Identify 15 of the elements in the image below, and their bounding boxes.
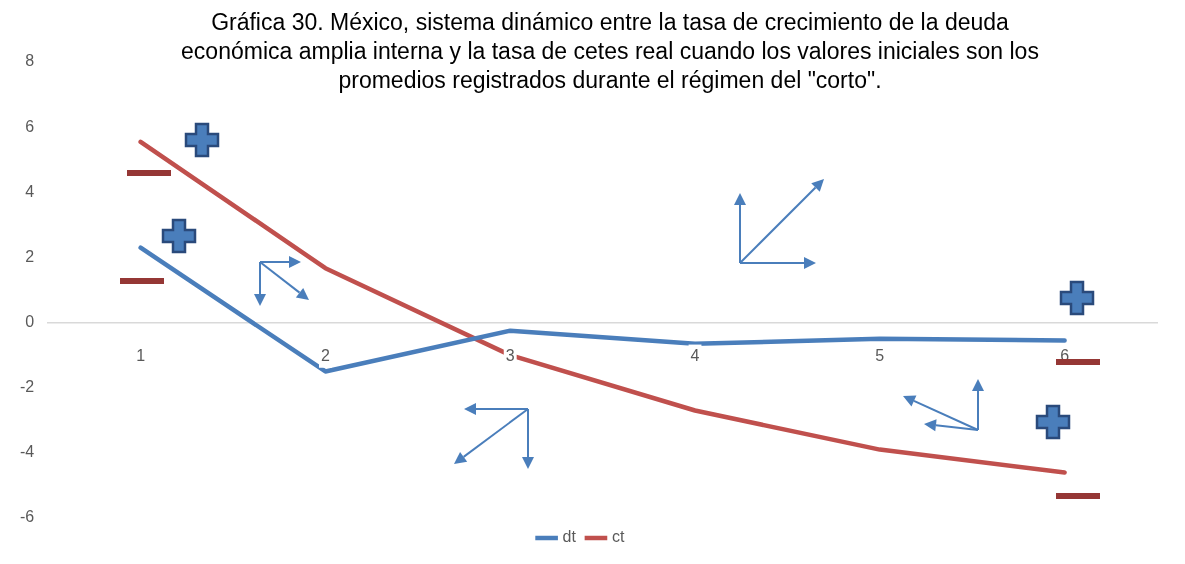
x-tick-label: 5 — [875, 346, 885, 364]
y-tick-label: 0 — [25, 312, 35, 330]
y-tick-label: 4 — [25, 182, 35, 200]
y-tick-label: -6 — [19, 508, 35, 526]
y-tick-label: 8 — [25, 52, 35, 70]
y-tick-label: -4 — [19, 443, 35, 461]
x-tick-label: 1 — [136, 346, 146, 364]
legend-label: dt — [562, 528, 577, 546]
x-tick-label: 4 — [690, 346, 700, 364]
y-tick-label: 2 — [25, 247, 35, 265]
legend-label: ct — [611, 528, 625, 546]
y-tick-label: 6 — [25, 117, 35, 135]
y-tick-label: -2 — [19, 378, 35, 396]
x-tick-label: 2 — [320, 346, 330, 364]
chart-title: Gráfica 30. México, sistema dinámico entre la tasa de crecimiento de la deuda económica amplia interna y la tasa de cetes real cuando los valores iniciales son los promedios registrados durante el régimen del "corto". — [180, 8, 1040, 95]
